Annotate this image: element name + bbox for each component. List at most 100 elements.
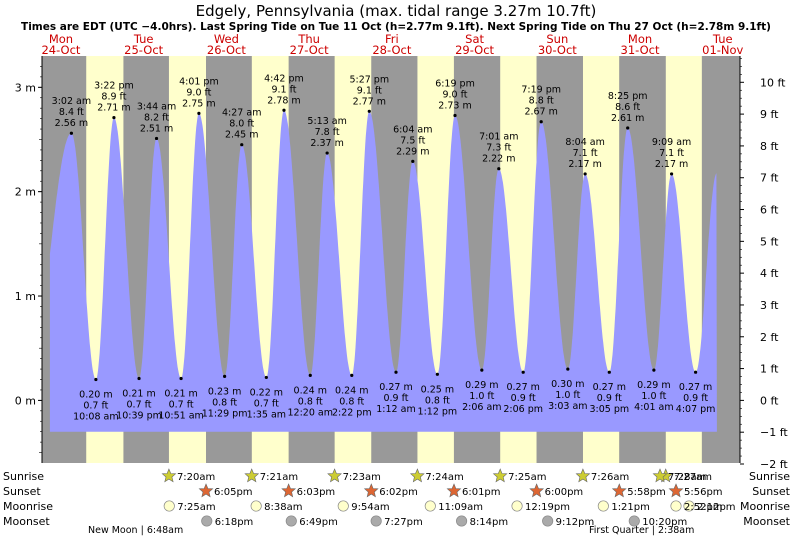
low-tide-ft: 0.7 ft xyxy=(254,398,279,409)
high-tide-time: 8:04 am xyxy=(565,137,604,148)
low-tide-m: 0.27 m xyxy=(593,382,626,393)
sunrise-time: 7:28am xyxy=(668,472,706,483)
low-tide-time: 1:12 am xyxy=(376,404,415,415)
high-tide-marker xyxy=(69,131,74,135)
low-tide-marker xyxy=(566,367,570,371)
low-tide-marker xyxy=(264,375,268,380)
moonrise-time: 2:12pm xyxy=(697,502,736,513)
high-tide-marker xyxy=(367,109,371,113)
high-tide-m: 2.71 m xyxy=(97,103,130,114)
high-tide-marker xyxy=(626,126,630,130)
sunrise-time: 7:21am xyxy=(260,472,298,483)
high-tide-marker xyxy=(669,172,674,176)
sunset-time: 5:58pm xyxy=(627,487,666,498)
moonset-icon xyxy=(370,515,382,527)
high-tide-marker xyxy=(240,143,244,147)
low-tide-time: 12:20 am xyxy=(288,407,333,418)
moonrise-time: 7:25am xyxy=(177,502,215,513)
moonset-icon xyxy=(456,515,468,527)
moonrise-time: 2:52pm xyxy=(684,502,723,513)
high-tide-time: 5:27 pm xyxy=(349,74,389,85)
low-tide-time: 2:06 pm xyxy=(503,404,543,415)
sunrise-icon xyxy=(492,468,508,483)
high-tide-marker xyxy=(325,151,329,155)
low-tide-ft: 0.8 ft xyxy=(298,396,323,407)
tide-area xyxy=(49,110,717,432)
moonrise-time: 1:21pm xyxy=(611,502,650,513)
moonset-row-label-left: Moonset xyxy=(3,515,50,528)
sunset-time: 6:03pm xyxy=(297,487,336,498)
moonrise-icon xyxy=(683,500,695,512)
low-tide-time: 4:07 pm xyxy=(676,404,716,415)
high-tide-time: 6:19 pm xyxy=(435,78,475,89)
sunset-time: 6:02pm xyxy=(379,487,418,498)
sunrise-row-label-right: Sunrise xyxy=(749,470,790,483)
low-tide-m: 0.22 m xyxy=(250,387,283,398)
right-tick-label: 10 ft xyxy=(760,76,786,89)
high-tide-m: 2.56 m xyxy=(55,118,88,129)
sunrise-time: 7:25am xyxy=(508,472,546,483)
low-tide-ft: 0.7 ft xyxy=(169,399,194,410)
low-tide-marker xyxy=(223,374,227,378)
right-tick-label: 0 ft xyxy=(760,394,779,407)
sunset-icon xyxy=(363,483,379,498)
high-tide-marker xyxy=(411,159,415,164)
moonrise-time: 8:38am xyxy=(264,502,302,513)
sunrise-time: 7:24am xyxy=(425,472,463,483)
low-tide-ft: 0.8 ft xyxy=(212,397,237,408)
sunrise-row-label-left: Sunrise xyxy=(3,470,44,483)
high-tide-m: 2.17 m xyxy=(568,159,601,170)
low-tide-ft: 0.7 ft xyxy=(83,401,108,412)
high-tide-ft: 9.0 ft xyxy=(442,89,467,100)
sunset-time: 6:01pm xyxy=(462,487,501,498)
sunset-icon xyxy=(529,483,545,498)
high-tide-time: 6:04 am xyxy=(393,124,432,135)
sunrise-time: 7:27am xyxy=(674,472,712,483)
moonset-time: 6:18pm xyxy=(215,517,254,528)
low-tide-marker xyxy=(521,370,525,374)
high-tide-ft: 7.8 ft xyxy=(315,127,340,138)
high-tide-ft: 8.4 ft xyxy=(59,107,84,118)
high-tide-m: 2.51 m xyxy=(140,123,173,134)
sunrise-time: 7:20am xyxy=(177,472,215,483)
moonset-icon xyxy=(285,515,297,527)
sunset-icon xyxy=(611,483,627,498)
high-tide-time: 3:22 pm xyxy=(94,81,134,92)
sunset-icon xyxy=(446,483,462,498)
day-name: Mon xyxy=(49,32,73,46)
moonset-time: 6:49pm xyxy=(299,517,338,528)
day-headers: Mon24-OctTue25-OctWed26-OctThu27-OctFri2… xyxy=(41,32,743,57)
chart-title: Edgely, Pennsylvania (max. tidal range 3… xyxy=(196,2,597,20)
low-tide-ft: 0.8 ft xyxy=(339,396,364,407)
chart-subtitle: Times are EDT (UTC −4.0hrs). Last Spring… xyxy=(21,21,771,33)
moonrise-icon xyxy=(670,500,682,512)
sunset-time: 6:00pm xyxy=(545,487,584,498)
low-tide-m: 0.21 m xyxy=(122,388,155,399)
right-tick-label: −2 ft xyxy=(760,458,788,471)
right-tick-label: 5 ft xyxy=(760,235,779,248)
moonrise-icon xyxy=(511,500,523,512)
moonrise-icon xyxy=(163,500,175,512)
high-tide-marker xyxy=(539,120,543,124)
sunrise-icon xyxy=(327,468,342,483)
sunrise-time: 7:23am xyxy=(343,472,381,483)
day-name: Thu xyxy=(297,32,320,46)
day-date: 30-Oct xyxy=(538,43,577,57)
moonset-icon xyxy=(628,515,640,527)
low-tide-marker xyxy=(94,377,98,382)
high-tide-m: 2.77 m xyxy=(353,96,386,107)
right-tick-label: 9 ft xyxy=(760,108,779,121)
day-date: 28-Oct xyxy=(372,43,411,57)
first-quarter-note: First Quarter | 2:38am xyxy=(589,525,694,536)
left-tick-label: 3 m xyxy=(15,81,36,94)
day-name: Fri xyxy=(385,32,399,46)
low-tide-marker xyxy=(652,368,656,372)
tide-labels: 3:02 am8.4 ft2.56 m 3:22 pm8.9 ft2.71 m 3:… xyxy=(52,73,716,422)
high-tide-m: 2.73 m xyxy=(438,100,471,111)
low-tide-ft: 0.9 ft xyxy=(383,393,408,404)
high-tide-m: 2.78 m xyxy=(267,95,300,106)
sunrise-time: 7:26am xyxy=(591,472,629,483)
sunrise-icon xyxy=(652,468,668,483)
high-tide-ft: 7.5 ft xyxy=(400,135,425,146)
